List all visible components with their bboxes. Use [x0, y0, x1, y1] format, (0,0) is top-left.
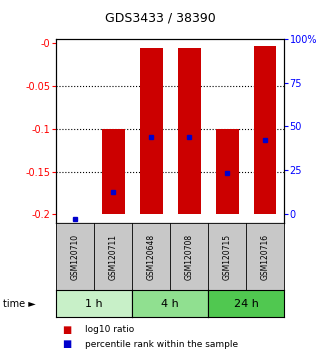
Text: GDS3433 / 38390: GDS3433 / 38390: [105, 12, 216, 25]
Bar: [254, 46, 276, 215]
Text: log10 ratio: log10 ratio: [85, 325, 134, 334]
Text: 4 h: 4 h: [161, 298, 179, 309]
Text: percentile rank within the sample: percentile rank within the sample: [85, 339, 238, 349]
Text: 24 h: 24 h: [234, 298, 258, 309]
Text: GSM120710: GSM120710: [71, 234, 80, 280]
Bar: [102, 129, 125, 215]
Bar: [216, 129, 239, 215]
Bar: [178, 47, 201, 215]
Text: GSM120711: GSM120711: [108, 234, 118, 280]
Text: ■: ■: [63, 325, 72, 335]
Text: GSM120648: GSM120648: [147, 234, 156, 280]
Text: GSM120708: GSM120708: [185, 234, 194, 280]
Text: 1 h: 1 h: [85, 298, 103, 309]
Text: time ►: time ►: [3, 298, 36, 309]
Bar: [140, 47, 162, 215]
Text: ■: ■: [63, 339, 72, 349]
Text: GSM120715: GSM120715: [222, 234, 232, 280]
Text: GSM120716: GSM120716: [261, 234, 270, 280]
